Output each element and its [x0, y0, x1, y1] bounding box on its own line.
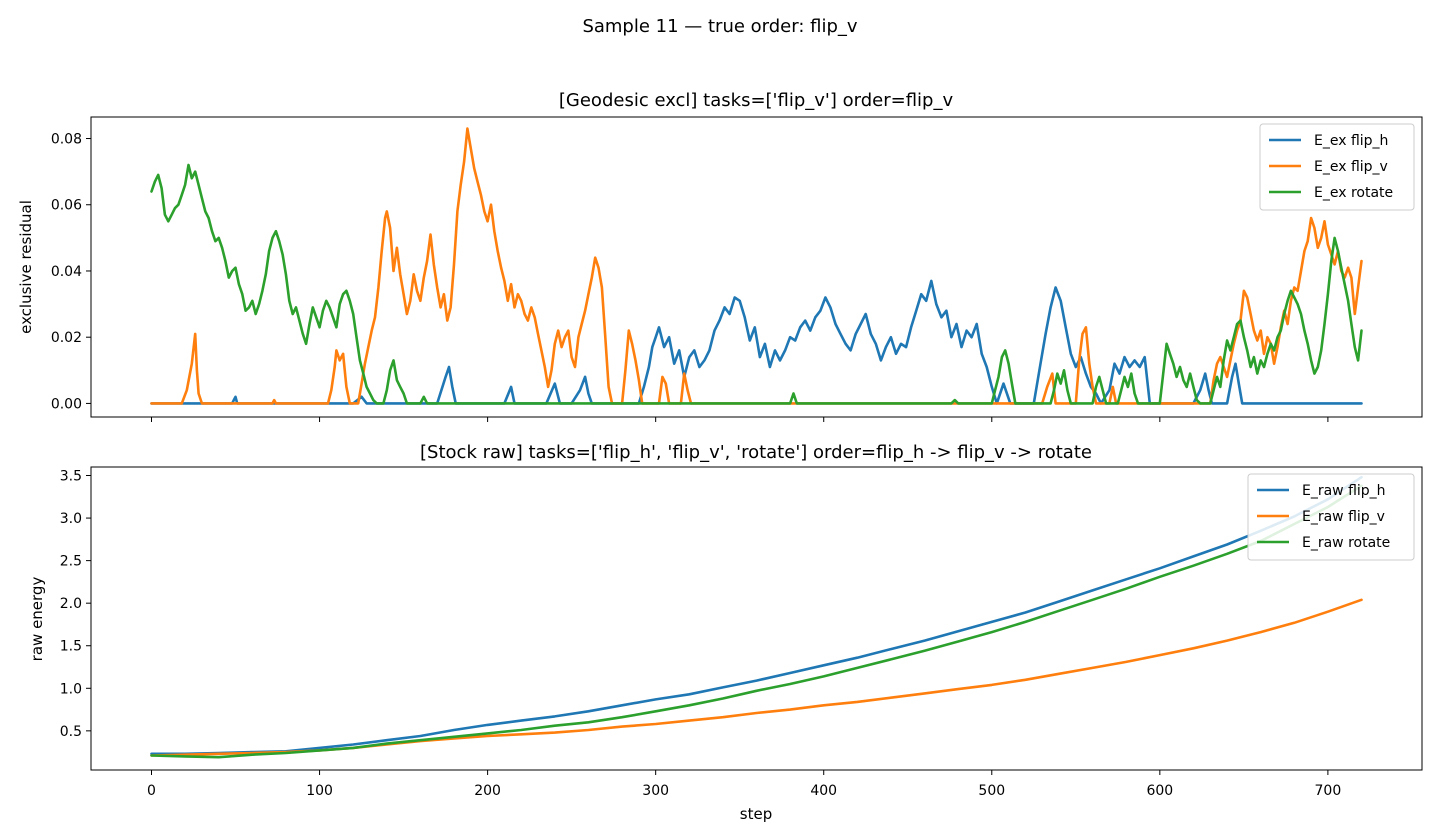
axes-bottom-ticks: 0 100 200 300 400 500 600 700 0.5 1.0 1.5 2.0 2.5 3.0…	[60, 469, 1342, 799]
series-line-top-1	[150, 279, 1363, 405]
y-tick-label-bottom-1: 1.0	[60, 681, 82, 697]
y-tick-label-top-0: 0.00	[51, 396, 82, 412]
y-tick-label-top-4: 0.08	[51, 132, 82, 148]
axes-bottom-plot-area	[150, 475, 1363, 759]
legend-label-bottom-3: E_raw rotate	[1302, 535, 1390, 551]
axes-bottom-legend: E_raw flip_h E_raw flip_v E_raw rotate	[1247, 473, 1415, 561]
axes-top-legend: E_ex flip_h E_ex flip_v E_ex rotate	[1259, 123, 1415, 211]
legend-box-bottom	[1247, 473, 1415, 561]
series-line-top-3	[150, 163, 1363, 405]
x-tick-label-bottom-100: 100	[306, 783, 333, 799]
series-line-bottom-3	[150, 484, 1363, 759]
y-tick-label-bottom-3: 2.0	[60, 596, 82, 612]
figure-suptitle: Sample 11 — true order: flip_v	[582, 16, 857, 37]
x-tick-label-bottom-0: 0	[147, 783, 156, 799]
series-line-top-2	[150, 127, 1363, 405]
x-tick-label-bottom-500: 500	[978, 783, 1005, 799]
y-tick-label-bottom-0: 0.5	[60, 724, 82, 740]
x-tick-label-bottom-200: 200	[474, 783, 501, 799]
legend-label-bottom-1: E_raw flip_h	[1302, 483, 1386, 499]
axes-top-title: [Geodesic excl] tasks=['flip_v'] order=f…	[559, 90, 954, 111]
y-tick-label-top-2: 0.04	[51, 264, 82, 280]
legend-label-top-3: E_ex rotate	[1314, 185, 1393, 201]
axes-top-ticks: 0.00 0.02 0.04 0.06 0.08	[51, 132, 1329, 422]
axes-bottom-frame	[90, 466, 1423, 771]
x-tick-label-bottom-600: 600	[1146, 783, 1173, 799]
x-tick-label-bottom-700: 700	[1315, 783, 1342, 799]
axes-top: [Geodesic excl] tasks=['flip_v'] order=f…	[17, 90, 1423, 422]
y-tick-label-bottom-6: 3.5	[60, 469, 82, 485]
axes-bottom-title: [Stock raw] tasks=['flip_h', 'flip_v', '…	[420, 442, 1092, 463]
y-tick-label-top-3: 0.06	[51, 198, 82, 214]
x-tick-label-bottom-300: 300	[642, 783, 669, 799]
axes-bottom-xlabel: step	[740, 805, 772, 823]
legend-label-top-1: E_ex flip_h	[1314, 133, 1388, 149]
legend-label-bottom-2: E_raw flip_v	[1302, 509, 1385, 525]
x-tick-label-bottom-400: 400	[810, 783, 837, 799]
y-tick-label-bottom-2: 1.5	[60, 639, 82, 655]
y-tick-label-bottom-4: 2.5	[60, 554, 82, 570]
legend-box-top	[1259, 123, 1415, 211]
axes-top-plot-area	[150, 127, 1363, 405]
series-line-bottom-1	[150, 475, 1363, 756]
axes-top-frame	[90, 116, 1423, 418]
axes-bottom: [Stock raw] tasks=['flip_h', 'flip_v', '…	[28, 442, 1423, 823]
y-tick-label-top-1: 0.02	[51, 330, 82, 346]
axes-top-ylabel: exclusive residual	[17, 200, 35, 334]
legend-label-top-2: E_ex flip_v	[1314, 159, 1388, 175]
y-tick-label-bottom-5: 3.0	[60, 511, 82, 527]
axes-bottom-ylabel: raw energy	[28, 577, 46, 662]
